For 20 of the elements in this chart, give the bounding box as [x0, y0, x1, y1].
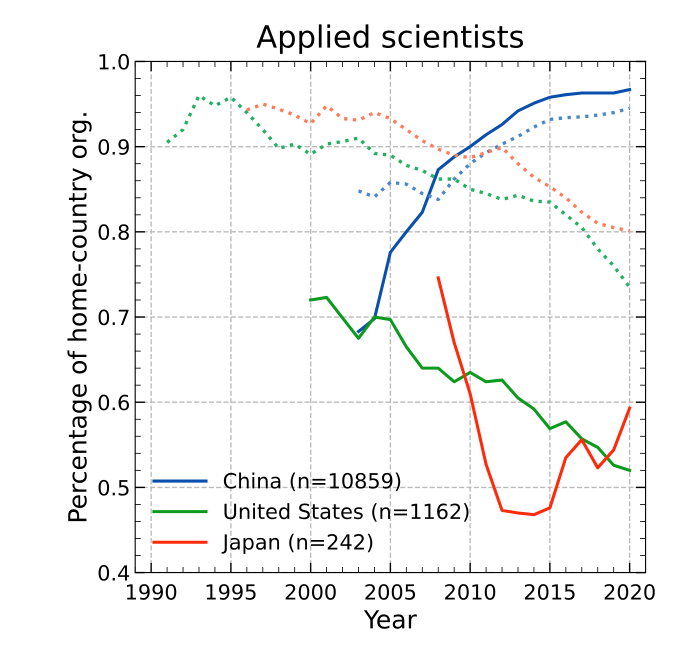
x-tick-label: 2010 [445, 584, 496, 600]
x-axis-title: Year [364, 610, 417, 629]
y-axis-title: Percentage of home-country org. [67, 113, 92, 522]
y-tick-label: 0.6 [98, 394, 130, 410]
legend-label: United States (n=1162) [224, 503, 469, 522]
x-tick-label: 2005 [365, 584, 416, 600]
y-tick-label: 0.7 [98, 309, 129, 326]
legend-label: China (n=10859) [224, 472, 400, 492]
x-tick-label: 2015 [524, 584, 575, 600]
x-tick-label: 1995 [206, 584, 256, 600]
y-tick-label: 0.8 [98, 224, 129, 240]
y-tick-label: 1.0 [99, 54, 129, 70]
x-tick-label: 2020 [604, 584, 655, 600]
x-tick-label: 2000 [286, 584, 336, 600]
y-tick-label: 0.4 [98, 565, 130, 581]
legend-label: Japan (n=242) [222, 534, 372, 554]
y-tick-label: 0.9 [98, 139, 129, 155]
chart-title: Applied scientists [256, 24, 524, 54]
x-tick-label: 1990 [126, 584, 176, 600]
y-tick-label: 0.5 [98, 480, 129, 496]
